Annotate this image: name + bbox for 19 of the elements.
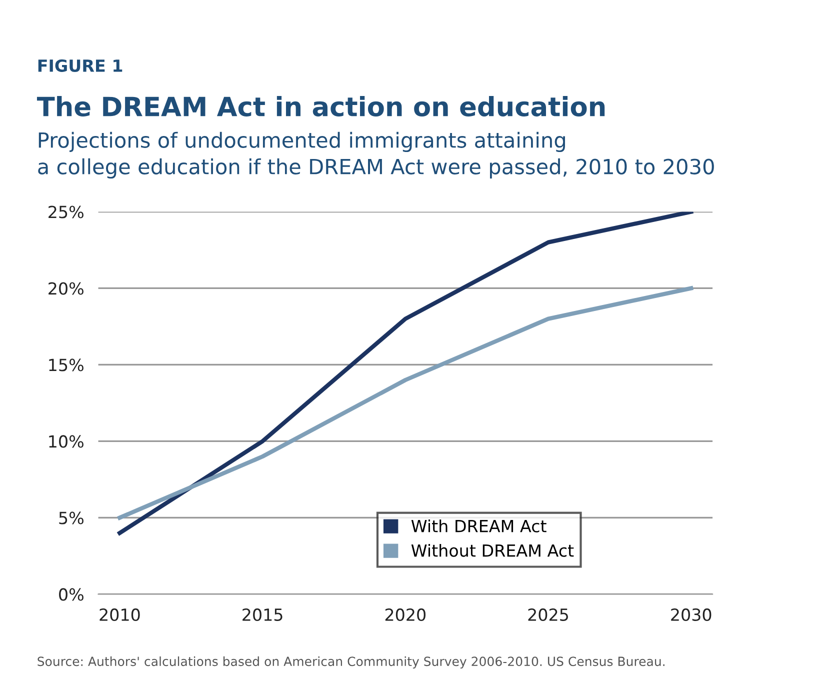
line-series — [118, 212, 694, 536]
y-tick-label: 10% — [49, 435, 84, 448]
y-tick-label: 5% — [59, 512, 84, 524]
x-tick-label: 2015 — [242, 608, 282, 621]
caption: FIGURE 1 — [38, 59, 122, 72]
legend-label: With DREAM Act — [411, 519, 546, 532]
x-tick-label: 2020 — [385, 608, 426, 621]
chart-subtitle: Projections of undocumented immigrants attaining a college education if the DREAM Act were passed, 2010 to 2030 — [38, 132, 714, 178]
y-tick-label: 20% — [48, 282, 84, 295]
line-series — [118, 286, 694, 520]
y-tick-label: 15% — [49, 358, 84, 372]
y-tick-label: 25% — [48, 206, 84, 218]
source-note: Source: Authors' calculations based on American Community Survey 2006-2010. US Census Bureau. — [38, 656, 664, 669]
x-tick-label: 2030 — [671, 608, 712, 621]
legend-label: Without DREAM Act — [411, 544, 574, 557]
y-tick-label: 0% — [59, 588, 84, 601]
x-tick-label: 2025 — [528, 608, 568, 621]
x-tick-label: 2010 — [100, 608, 140, 621]
chart-title: The DREAM Act in action on education — [36, 96, 605, 116]
